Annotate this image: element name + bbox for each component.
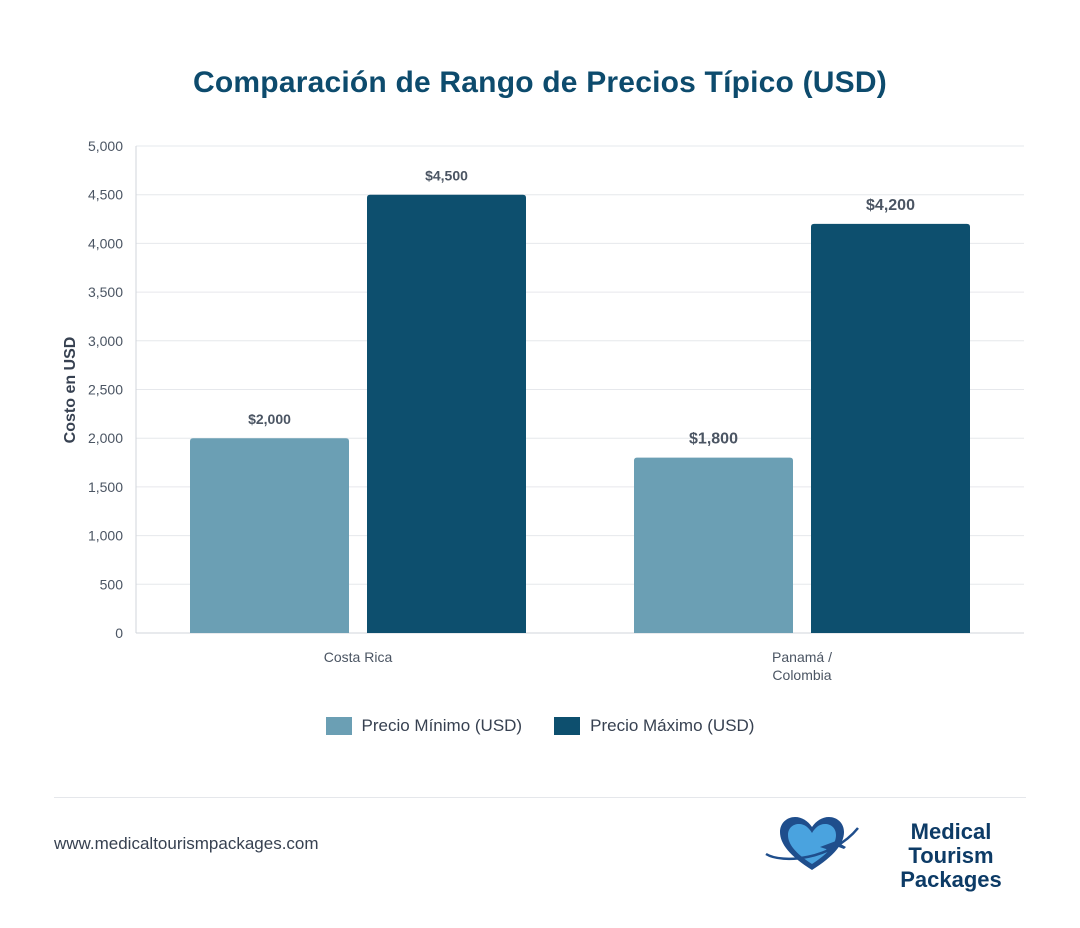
- bar: [367, 194, 526, 633]
- footer-divider: [54, 797, 1026, 798]
- bar-chart: 0 500 1,000 1,500 2,000 2,500 3,000 3,500 4,000 4…: [62, 138, 1024, 683]
- legend-label-max: Precio Máximo (USD): [590, 716, 755, 735]
- x-tick-label: Costa Rica: [324, 649, 393, 665]
- y-tick-label: 4,000: [88, 235, 123, 251]
- chart-legend: Precio Mínimo (USD) Precio Máximo (USD): [0, 716, 1080, 736]
- y-tick-label: 500: [100, 576, 124, 592]
- legend-label-min: Precio Mínimo (USD): [361, 716, 523, 735]
- y-tick-label: 4,500: [88, 187, 123, 203]
- bar: [190, 438, 349, 633]
- y-tick-label: 1,500: [88, 479, 123, 495]
- bar: [811, 223, 970, 634]
- data-labels: $2,000 $4,500 $1,800 $4,200: [248, 168, 915, 448]
- logo-line-2: Packages: [900, 867, 1002, 892]
- logo-text: Medical Tourism Packages: [866, 820, 1036, 892]
- x-tick-label: Panamá /: [772, 649, 832, 665]
- legend-item-max: Precio Máximo (USD): [554, 716, 754, 736]
- y-tick-label: 2,000: [88, 430, 123, 446]
- chart-title: Comparación de Rango de Precios Típico (…: [193, 66, 887, 99]
- y-axis-label: Costo en USD: [62, 337, 79, 444]
- y-tick-label: 3,500: [88, 284, 123, 300]
- bar: [634, 457, 793, 633]
- legend-swatch-max: [554, 717, 581, 735]
- data-label: $1,800: [689, 431, 738, 448]
- bars: [190, 194, 970, 634]
- data-label: $4,200: [866, 197, 915, 214]
- logo-line-1: Medical Tourism: [908, 819, 994, 868]
- website-url[interactable]: www.medicaltourismpackages.com: [54, 834, 319, 853]
- logo: Medical Tourism Packages: [762, 814, 1032, 892]
- legend-swatch-min: [325, 717, 352, 735]
- y-tick-label: 1,000: [88, 528, 123, 544]
- y-tick-label: 5,000: [88, 138, 123, 154]
- y-tick-label: 3,000: [88, 333, 123, 349]
- y-tick-label: 2,500: [88, 382, 123, 398]
- data-label: $2,000: [248, 411, 291, 427]
- y-tick-label: 0: [115, 625, 123, 641]
- data-label: $4,500: [425, 168, 468, 184]
- axes: 0 500 1,000 1,500 2,000 2,500 3,000 3,500 4,000 4…: [88, 138, 1024, 683]
- legend-item-min: Precio Mínimo (USD): [325, 716, 523, 736]
- x-tick-label: Colombia: [772, 667, 831, 683]
- heart-plane-icon: [765, 817, 859, 870]
